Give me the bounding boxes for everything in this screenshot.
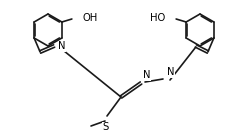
Text: S: S [102, 122, 109, 132]
Text: N: N [142, 70, 150, 80]
Text: HO: HO [149, 13, 164, 23]
Text: OH: OH [82, 13, 98, 23]
Text: N: N [58, 41, 66, 51]
Text: N: N [166, 67, 174, 77]
